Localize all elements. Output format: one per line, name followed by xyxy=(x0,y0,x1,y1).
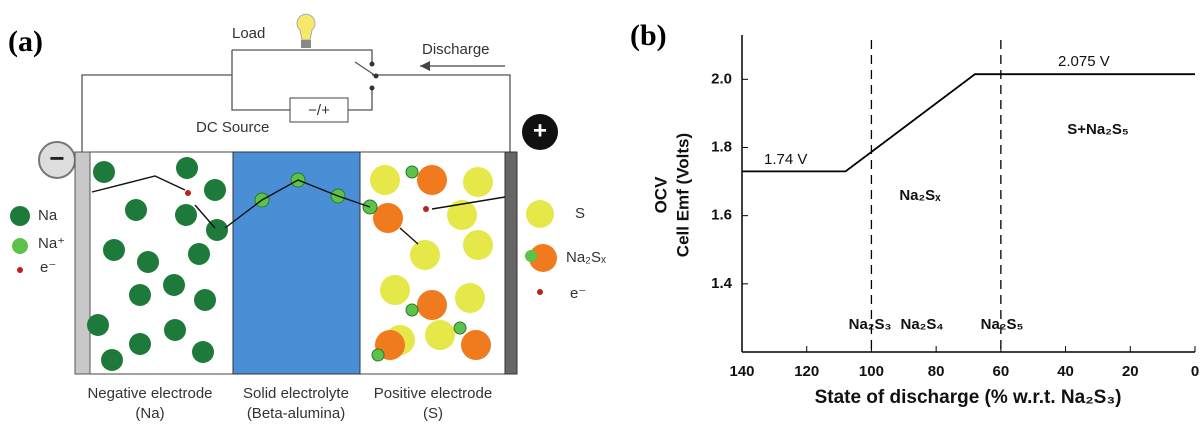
panel-label: (b) xyxy=(630,19,667,52)
load-label: Load xyxy=(232,25,265,42)
x-tick-label: 20 xyxy=(1122,363,1139,380)
phase-label: Na₂S₅ xyxy=(981,316,1024,333)
plus-sign: + xyxy=(533,117,547,144)
legend-na2sx: Na₂Sₓ xyxy=(566,249,606,266)
panel-label: (a) xyxy=(8,25,43,58)
legend-na-ion: Na⁺ xyxy=(38,235,65,252)
x-tick-label: 100 xyxy=(859,363,884,380)
x-axis-label: State of discharge (% w.r.t. Na₂S₃) xyxy=(815,387,1122,408)
switch-sign: −/+ xyxy=(308,102,330,119)
region-caption: (Na) xyxy=(135,405,164,422)
region-caption: (S) xyxy=(423,405,443,422)
y-axis-label: OCV xyxy=(651,176,670,214)
discharge-label: Discharge xyxy=(422,41,490,58)
y-tick-label: 1.8 xyxy=(711,138,732,155)
legend-electron: e⁻ xyxy=(40,259,56,276)
y-axis-label: Cell Emf (Volts) xyxy=(673,133,692,257)
legend-right xyxy=(525,200,557,295)
legend-s: S xyxy=(575,205,585,222)
legend-left xyxy=(10,206,30,273)
value-annotation: 1.74 V xyxy=(764,151,807,168)
region-label: Na₂Sₓ xyxy=(899,187,941,204)
legend-na: Na xyxy=(38,207,58,224)
x-tick-label: 80 xyxy=(928,363,945,380)
phase-label: Na₂S₃ xyxy=(849,316,892,333)
phase-label: Na₂S₄ xyxy=(901,316,944,333)
figure: (a) Load Discharge DC Source −/+ − + xyxy=(0,0,1202,432)
region-caption: Solid electrolyte xyxy=(243,385,349,402)
x-tick-label: 40 xyxy=(1057,363,1074,380)
y-tick-label: 2.0 xyxy=(711,70,732,87)
value-annotation: 2.075 V xyxy=(1058,53,1110,70)
y-tick-label: 1.6 xyxy=(711,207,732,224)
minus-sign: − xyxy=(49,143,64,173)
legend-electron-right: e⁻ xyxy=(570,285,586,302)
x-tick-label: 120 xyxy=(794,363,819,380)
y-tick-label: 1.4 xyxy=(711,275,733,292)
dc-source-label: DC Source xyxy=(196,119,269,136)
x-tick-label: 0 xyxy=(1191,363,1199,380)
region-label: S+Na₂S₅ xyxy=(1067,121,1129,138)
x-tick-label: 140 xyxy=(729,363,754,380)
region-caption: Negative electrode xyxy=(87,385,212,402)
region-caption: Positive electrode xyxy=(374,385,492,402)
cell xyxy=(75,152,517,374)
region-caption: (Beta-alumina) xyxy=(247,405,345,422)
x-tick-label: 60 xyxy=(993,363,1010,380)
circuit xyxy=(82,14,510,152)
